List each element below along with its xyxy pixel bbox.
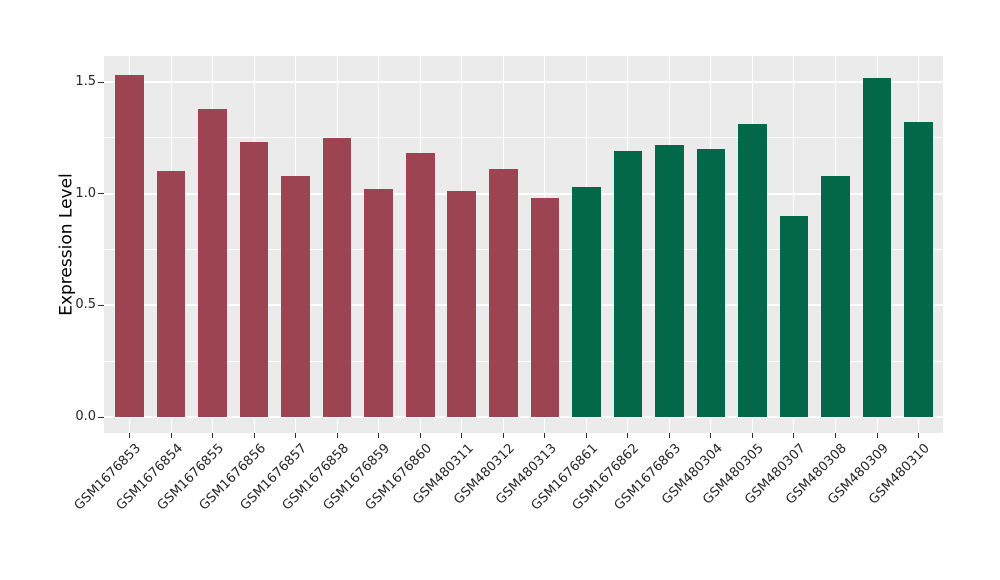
x-tick-mark <box>544 433 546 438</box>
bar-GSM480304 <box>696 149 726 417</box>
h-gridline-major <box>104 192 943 195</box>
y-tick-label: 1.5 <box>75 74 96 89</box>
bar-GSM1676855 <box>198 108 227 417</box>
bar-GSM1676853 <box>115 75 144 417</box>
x-tick-mark <box>751 433 753 438</box>
bar-GSM1676859 <box>364 189 393 417</box>
h-gridline-major <box>104 81 943 83</box>
bar-GSM1676854 <box>156 171 186 417</box>
x-tick-mark <box>627 433 629 438</box>
x-tick-mark <box>585 433 587 438</box>
bar-GSM1676862 <box>613 151 643 417</box>
x-tick-mark <box>668 433 670 438</box>
bar-GSM480311 <box>447 191 477 417</box>
y-tick-mark <box>98 193 104 195</box>
bar-GSM1676863 <box>655 144 684 417</box>
x-tick-mark <box>336 433 338 438</box>
x-tick-mark <box>502 433 504 438</box>
x-tick-mark <box>212 433 214 438</box>
x-tick-mark <box>876 433 878 438</box>
x-tick-mark <box>253 433 255 438</box>
x-tick-mark <box>710 433 712 438</box>
x-tick-mark <box>835 433 836 438</box>
bar-GSM1676860 <box>405 153 435 417</box>
bar-GSM480305 <box>738 124 767 417</box>
x-tick-mark <box>170 433 172 438</box>
bar-GSM480310 <box>904 122 933 417</box>
y-tick-label: 0.0 <box>75 409 96 424</box>
bar-GSM480307 <box>779 216 809 417</box>
x-tick-mark <box>918 433 920 438</box>
x-tick-mark <box>129 433 130 438</box>
plot-panel <box>104 56 943 433</box>
h-gridline-minor <box>104 360 943 362</box>
y-tick-mark <box>98 304 104 306</box>
y-axis-title: Expression Level <box>56 173 77 316</box>
y-tick-label: 1.0 <box>75 185 96 201</box>
bar-GSM480312 <box>488 169 518 417</box>
bar-GSM1676856 <box>239 142 269 417</box>
h-gridline-major <box>104 304 943 307</box>
x-tick-mark <box>419 433 421 438</box>
h-gridline-minor <box>104 137 943 139</box>
x-tick-mark <box>461 433 463 438</box>
h-gridline-minor <box>104 249 943 250</box>
y-tick-label: 0.5 <box>75 297 96 313</box>
bar-GSM1676857 <box>281 175 310 417</box>
y-tick-mark <box>98 416 104 418</box>
h-gridline-major <box>104 416 943 418</box>
x-tick-mark <box>793 433 795 438</box>
x-tick-mark <box>295 433 297 438</box>
bar-GSM480309 <box>862 77 892 417</box>
bar-GSM480313 <box>530 198 560 417</box>
bar-GSM1676861 <box>572 186 601 417</box>
x-tick-mark <box>378 433 380 438</box>
bar-GSM1676858 <box>322 137 352 417</box>
bar-GSM480308 <box>821 175 850 417</box>
y-tick-mark <box>98 81 104 83</box>
